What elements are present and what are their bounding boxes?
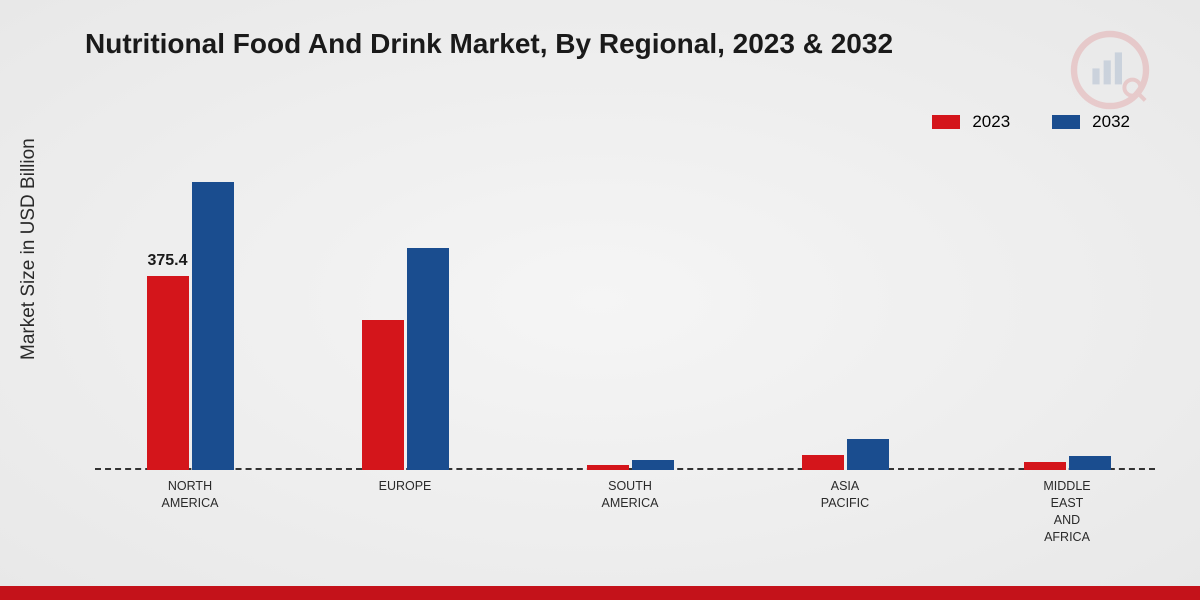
bar-2023 (362, 320, 404, 470)
x-axis-labels: NORTHAMERICA EUROPE SOUTHAMERICA ASIAPACIFI… (95, 478, 1155, 558)
x-axis-category-label: MIDDLEEASTANDAFRICA (1043, 478, 1090, 546)
bar-2023 (1024, 462, 1066, 470)
watermark-logo-icon (1070, 30, 1150, 110)
bar-2023 (587, 465, 629, 470)
chart-container: Nutritional Food And Drink Market, By Re… (0, 0, 1200, 600)
bar-group (362, 248, 449, 470)
bar-group (1024, 456, 1111, 470)
x-axis-category-label: ASIAPACIFIC (821, 478, 869, 512)
x-axis-category-label: SOUTHAMERICA (602, 478, 659, 512)
legend-swatch-2023 (932, 115, 960, 129)
legend-label-2023: 2023 (972, 112, 1010, 132)
x-axis-category-label: EUROPE (379, 478, 432, 495)
legend-label-2032: 2032 (1092, 112, 1130, 132)
bar-2032 (407, 248, 449, 470)
chart-plot-area: 375.4 (95, 150, 1155, 470)
footer-bar (0, 586, 1200, 600)
bar-2023 (802, 455, 844, 470)
legend-item-2023: 2023 (932, 112, 1010, 132)
bar-group: 375.4 (147, 182, 234, 470)
legend-item-2032: 2032 (1052, 112, 1130, 132)
legend: 2023 2032 (932, 112, 1130, 132)
x-axis-category-label: NORTHAMERICA (162, 478, 219, 512)
bar-group (587, 460, 674, 470)
bar-2032 (1069, 456, 1111, 470)
bar-2032 (632, 460, 674, 470)
bar-group (802, 439, 889, 470)
legend-swatch-2032 (1052, 115, 1080, 129)
bar-2023: 375.4 (147, 276, 189, 470)
bar-2032 (847, 439, 889, 470)
y-axis-label: Market Size in USD Billion (18, 138, 40, 360)
bar-value-label: 375.4 (147, 252, 187, 270)
bar-2032 (192, 182, 234, 470)
chart-title: Nutritional Food And Drink Market, By Re… (85, 28, 893, 60)
